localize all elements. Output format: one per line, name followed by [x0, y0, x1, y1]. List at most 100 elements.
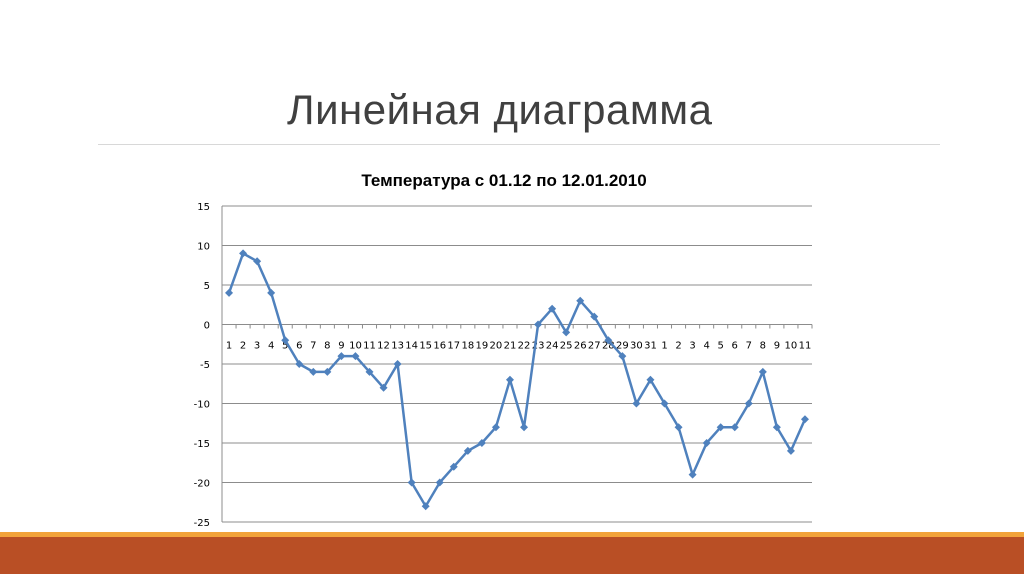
- y-tick-label: 10: [197, 242, 210, 253]
- x-tick-label: 20: [490, 341, 503, 352]
- x-tick-label: 2: [240, 341, 246, 352]
- data-point: [632, 399, 641, 408]
- x-tick-label: 4: [268, 341, 274, 352]
- x-tick-label: 16: [433, 341, 446, 352]
- x-tick-label: 14: [405, 341, 418, 352]
- data-point: [562, 328, 571, 337]
- slide-title: Линейная диаграмма: [287, 86, 713, 133]
- data-point: [800, 415, 809, 424]
- data-point: [576, 296, 585, 305]
- footer-accent-strip: [0, 532, 1024, 537]
- x-tick-label: 23: [532, 341, 545, 352]
- data-point: [253, 257, 262, 266]
- data-point: [379, 383, 388, 392]
- x-tick-label: 3: [254, 341, 260, 352]
- y-tick-label: -10: [194, 400, 210, 411]
- data-point: [674, 423, 683, 432]
- x-tick-label: 18: [461, 341, 474, 352]
- data-point: [520, 423, 529, 432]
- series-temperature: [225, 249, 809, 511]
- data-point: [786, 446, 795, 455]
- gridlines: [221, 205, 812, 523]
- y-tick-label: -5: [200, 360, 210, 371]
- x-tick-label: 25: [560, 341, 573, 352]
- data-point: [646, 375, 655, 384]
- data-point: [281, 336, 290, 345]
- x-tick-label: 24: [546, 341, 559, 352]
- data-point: [758, 367, 767, 376]
- y-axis-tick-labels: -25 -20 -15 -10 -5 0 5 10 15: [194, 202, 210, 529]
- y-tick-label: 5: [204, 281, 210, 292]
- data-point: [505, 375, 514, 384]
- line-chart: Температура с 01.12 по 12.01.2010 -25 -20…: [194, 171, 813, 529]
- y-tick-label: -20: [194, 479, 210, 490]
- y-tick-label: -15: [194, 439, 210, 450]
- chart-area: Температура с 01.12 по 12.01.2010 -25 -20…: [178, 155, 826, 531]
- x-tick-label: 27: [588, 341, 601, 352]
- x-tick-label: 11: [799, 341, 812, 352]
- x-tick-label: 2: [675, 341, 681, 352]
- data-point: [365, 367, 374, 376]
- x-tick-label: 1: [226, 341, 232, 352]
- data-point: [421, 502, 430, 511]
- x-tick-label: 30: [630, 341, 643, 352]
- x-tick-label: 10: [349, 341, 362, 352]
- x-tick-label: 9: [774, 341, 780, 352]
- data-point: [393, 360, 402, 368]
- x-tick-label: 8: [324, 341, 330, 352]
- x-tick-label: 3: [689, 341, 695, 352]
- data-point: [730, 423, 739, 432]
- data-point: [463, 446, 472, 455]
- y-tick-label: -25: [194, 518, 210, 529]
- x-tick-label: 9: [338, 341, 344, 352]
- x-tick-label: 15: [419, 341, 432, 352]
- data-point: [351, 352, 360, 361]
- data-point: [534, 320, 543, 329]
- title-divider: [98, 144, 940, 145]
- data-point: [716, 423, 725, 432]
- x-tick-label: 10: [785, 341, 798, 352]
- x-tick-label: 7: [746, 341, 752, 352]
- x-tick-label: 11: [363, 341, 376, 352]
- data-point: [267, 288, 276, 297]
- data-point: [449, 462, 458, 471]
- data-point: [772, 423, 781, 432]
- x-tick-label: 21: [504, 341, 517, 352]
- data-point: [239, 249, 248, 258]
- data-point: [337, 352, 346, 361]
- x-tick-label: 6: [732, 341, 738, 352]
- x-tick-label: 17: [447, 341, 460, 352]
- x-tick-label: 6: [296, 341, 302, 352]
- data-point: [744, 399, 753, 408]
- data-point: [477, 439, 486, 447]
- data-point: [225, 288, 234, 297]
- y-tick-label: 15: [197, 202, 210, 213]
- chart-title: Температура с 01.12 по 12.01.2010: [361, 171, 646, 190]
- x-tick-label: 5: [282, 341, 288, 352]
- footer-band: [0, 537, 1024, 574]
- x-tick-label: 13: [391, 341, 404, 352]
- x-tick-label: 31: [644, 341, 657, 352]
- x-tick-label: 29: [616, 341, 629, 352]
- data-point: [618, 352, 627, 361]
- data-point: [548, 304, 557, 313]
- x-tick-label: 4: [703, 341, 709, 352]
- data-point: [491, 423, 500, 432]
- x-tick-label: 19: [476, 341, 489, 352]
- data-point: [435, 478, 444, 487]
- x-axis: [221, 324, 813, 329]
- data-point: [309, 367, 318, 376]
- x-tick-label: 28: [602, 341, 615, 352]
- y-tick-label: 0: [204, 321, 210, 332]
- x-tick-label: 26: [574, 341, 587, 352]
- data-point: [660, 399, 669, 408]
- x-tick-label: 22: [518, 341, 531, 352]
- series-line: [227, 252, 807, 508]
- data-point: [407, 478, 416, 487]
- x-tick-label: 5: [718, 341, 724, 352]
- x-tick-label: 1: [661, 341, 667, 352]
- x-tick-label: 7: [310, 341, 316, 352]
- data-point: [688, 470, 697, 479]
- data-point: [590, 312, 599, 321]
- data-point: [702, 439, 711, 447]
